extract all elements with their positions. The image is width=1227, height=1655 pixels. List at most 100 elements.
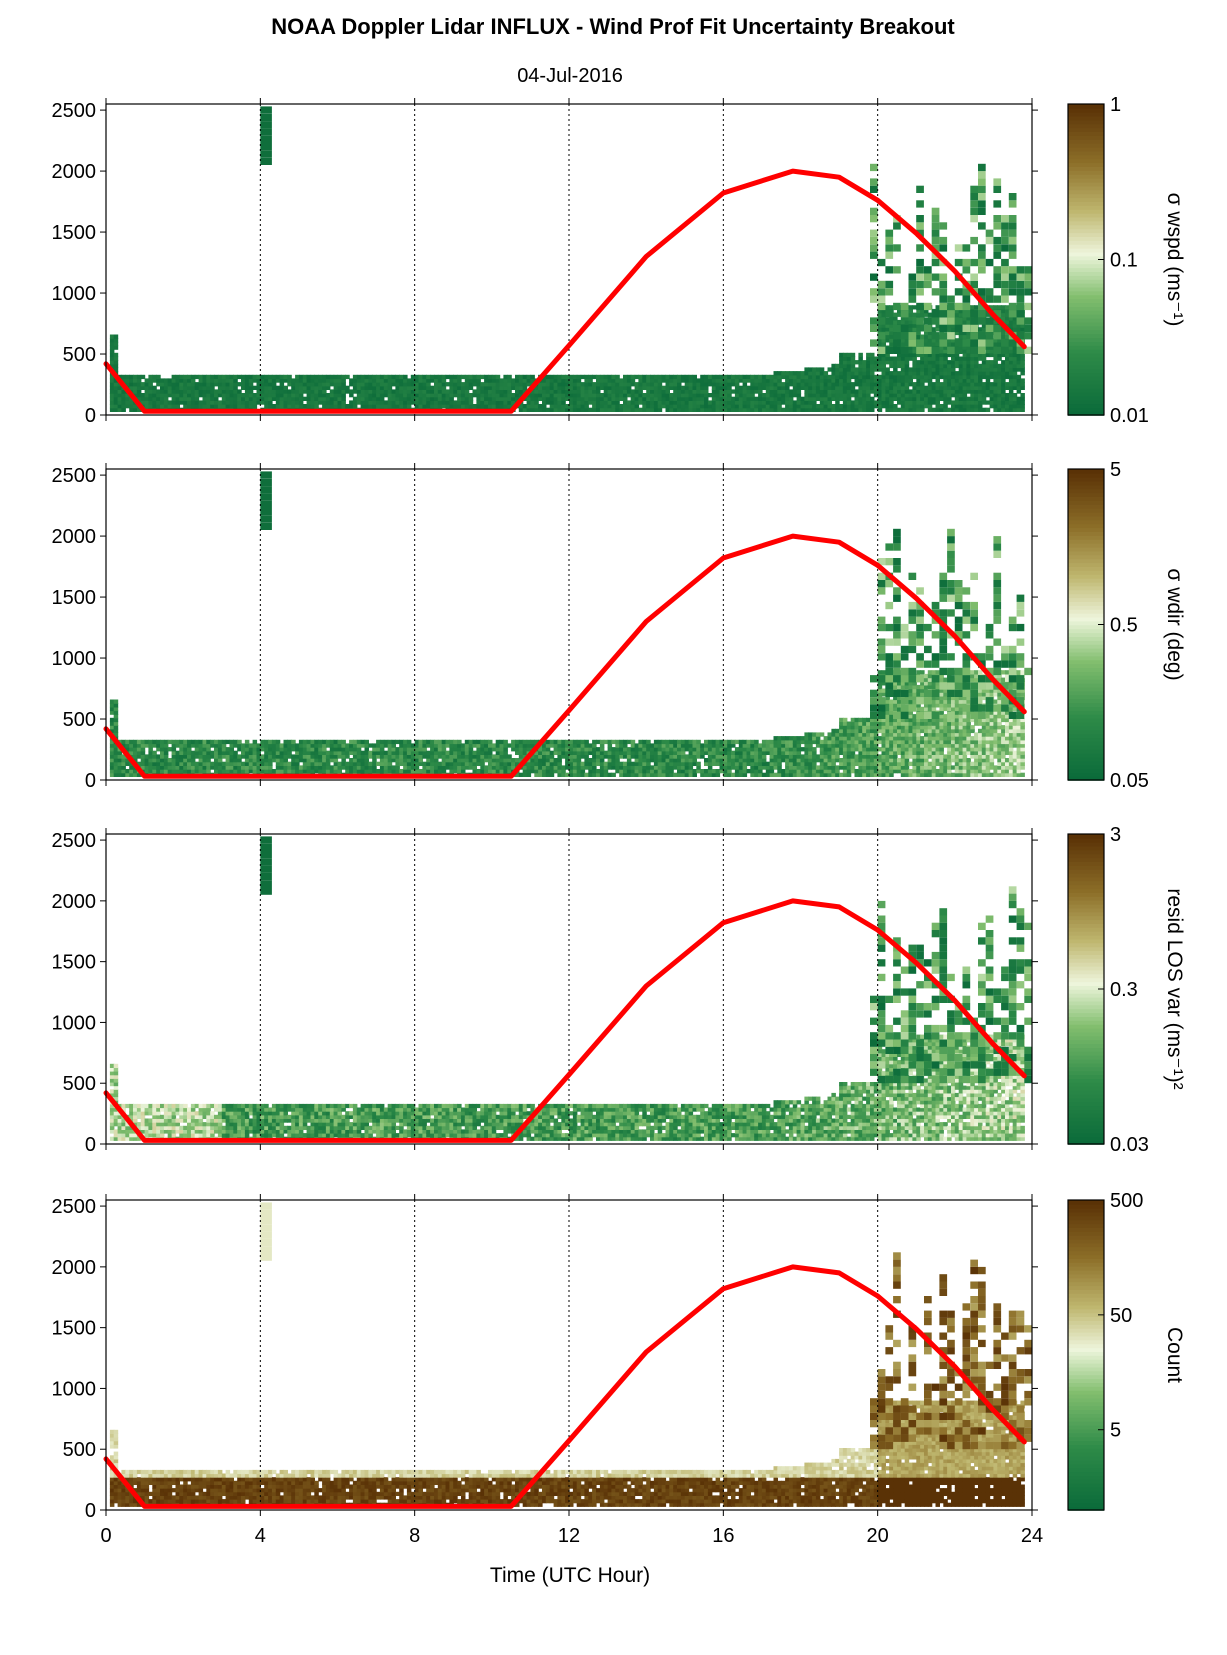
- heatmap-cell: [788, 407, 794, 412]
- heatmap-cell: [842, 371, 848, 376]
- heatmap-cell: [873, 393, 879, 398]
- heatmap-cell: [156, 374, 161, 380]
- heatmap-cell: [1012, 393, 1018, 398]
- heatmap-cell: [924, 324, 932, 332]
- heatmap-cell: [576, 761, 582, 766]
- heatmap-cell: [480, 374, 485, 380]
- heatmap-cell: [399, 389, 404, 394]
- heatmap-cell: [978, 207, 986, 215]
- heatmap-cell: [904, 385, 910, 390]
- heatmap-cell: [715, 382, 721, 387]
- heatmap-cell: [430, 374, 435, 380]
- heatmap-cell: [268, 374, 273, 380]
- heatmap-cell: [310, 743, 315, 748]
- heatmap-cell: [572, 772, 578, 777]
- heatmap-cell: [1012, 385, 1018, 390]
- heatmap-cell: [279, 400, 285, 405]
- heatmap-cell: [858, 385, 863, 390]
- heatmap-cell: [461, 761, 466, 766]
- heatmap-cell: [306, 382, 312, 387]
- heatmap-cell: [661, 374, 667, 380]
- heatmap-cell: [1020, 404, 1025, 409]
- heatmap-cell: [306, 750, 312, 755]
- heatmap-cell: [310, 750, 315, 755]
- heatmap-cell: [908, 280, 917, 289]
- heatmap-cell: [252, 750, 258, 755]
- heatmap-cell: [383, 404, 389, 409]
- heatmap-cell: [113, 363, 119, 369]
- heatmap-cell: [163, 747, 169, 752]
- heatmap-cell: [819, 404, 825, 409]
- heatmap-cell: [607, 754, 613, 759]
- heatmap-cell: [515, 743, 520, 748]
- heatmap-cell: [912, 407, 917, 412]
- colorbar-step: [1068, 267, 1104, 272]
- heatmap-cell: [302, 382, 308, 387]
- heatmap-cell: [1005, 319, 1010, 325]
- heatmap-cell: [434, 739, 439, 745]
- heatmap-cell: [275, 739, 281, 745]
- heatmap-cell: [318, 382, 323, 387]
- heatmap-cell: [734, 758, 740, 763]
- heatmap-cell: [835, 374, 840, 380]
- heatmap-cell: [916, 367, 921, 372]
- heatmap-cell: [877, 332, 886, 340]
- heatmap-cell: [275, 754, 281, 759]
- heatmap-cell: [291, 393, 296, 398]
- heatmap-cell: [862, 400, 867, 405]
- heatmap-cell: [835, 389, 840, 394]
- heatmap-cell: [858, 389, 863, 394]
- heatmap-cell: [684, 389, 690, 394]
- heatmap-cell: [175, 404, 180, 409]
- heatmap-cell: [1016, 280, 1025, 289]
- heatmap-cell: [993, 280, 1002, 289]
- heatmap-cell: [113, 345, 119, 350]
- heatmap-cell: [179, 739, 184, 745]
- heatmap-cell: [827, 400, 832, 405]
- heatmap-cell: [692, 374, 697, 380]
- heatmap-cell: [931, 317, 940, 325]
- heatmap-cell: [908, 295, 917, 303]
- heatmap-cell: [931, 222, 940, 230]
- heatmap-cell: [437, 761, 443, 766]
- heatmap-cell: [545, 754, 551, 759]
- heatmap-cell: [615, 761, 620, 766]
- heatmap-cell: [279, 769, 285, 774]
- heatmap-cell: [341, 747, 346, 752]
- heatmap-cell: [854, 393, 859, 398]
- heatmap-cell: [873, 378, 879, 383]
- heatmap-cell: [515, 739, 520, 745]
- heatmap-cell: [981, 385, 987, 390]
- heatmap-cell: [399, 758, 404, 763]
- heatmap-cell: [611, 396, 616, 401]
- heatmap-cell: [908, 389, 913, 394]
- heatmap-cell: [800, 385, 805, 390]
- heatmap-cell: [426, 393, 431, 398]
- heatmap-cell: [507, 743, 512, 748]
- heatmap-cell: [970, 332, 978, 340]
- heatmap-cell: [156, 404, 161, 409]
- heatmap-cell: [125, 378, 130, 383]
- heatmap-cell: [175, 400, 180, 405]
- heatmap-cell: [379, 761, 385, 766]
- heatmap-cell: [430, 378, 435, 383]
- heatmap-cell: [410, 382, 416, 387]
- heatmap-cell: [692, 396, 697, 401]
- heatmap-cell: [615, 385, 620, 390]
- heatmap-cell: [306, 747, 312, 752]
- heatmap-cell: [565, 389, 570, 394]
- heatmap-cell: [893, 407, 898, 412]
- heatmap-cell: [750, 772, 755, 777]
- heatmap-cell: [692, 743, 697, 748]
- heatmap-cell: [931, 393, 937, 398]
- heatmap-cell: [808, 382, 813, 387]
- heatmap-cell: [974, 378, 979, 383]
- heatmap-cell: [260, 382, 265, 387]
- heatmap-cell: [935, 323, 940, 328]
- heatmap-cell: [707, 400, 713, 405]
- heatmap-cell: [437, 385, 443, 390]
- heatmap-cell: [136, 747, 142, 752]
- heatmap-cell: [669, 772, 674, 777]
- heatmap-cell: [773, 396, 778, 401]
- heatmap-cell: [997, 374, 1002, 380]
